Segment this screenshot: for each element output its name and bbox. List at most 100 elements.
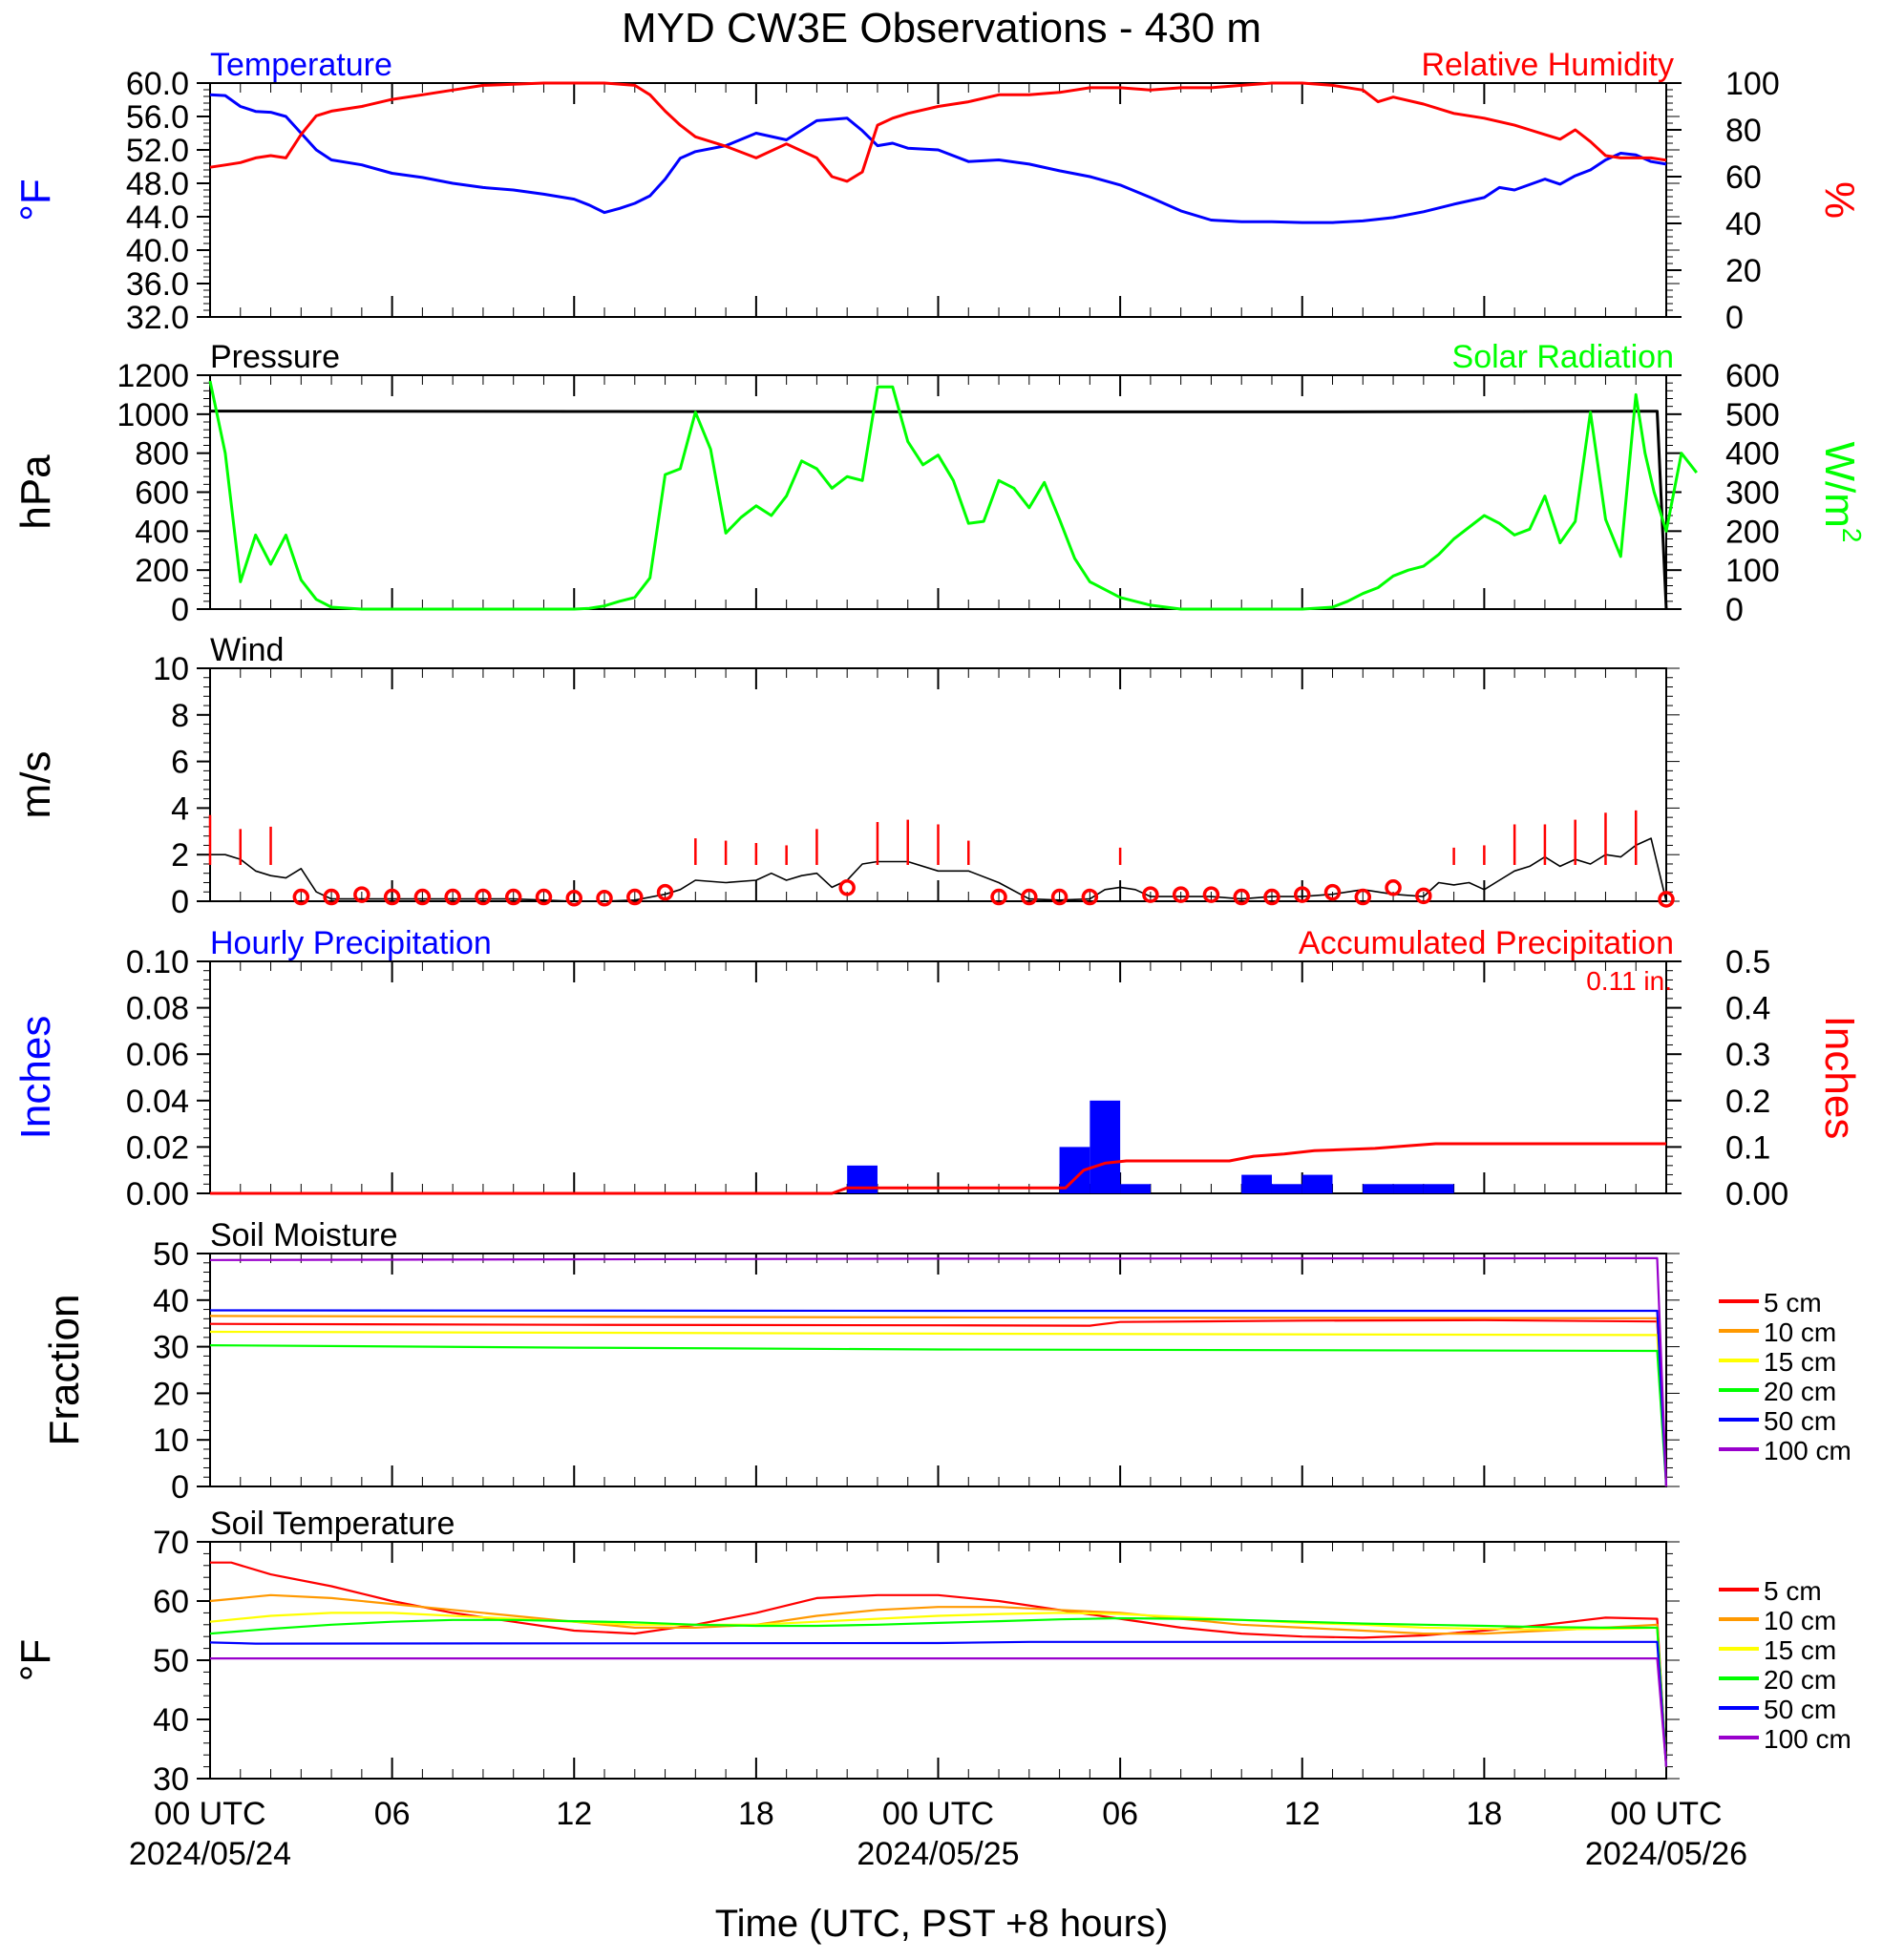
legend-label: 10 cm — [1764, 1317, 1836, 1347]
precip-bar — [1363, 1184, 1394, 1193]
y-left-tick-label: 10 — [153, 651, 189, 687]
y-left-tick-label: 6 — [171, 745, 189, 781]
y-left-label: Inches — [12, 1016, 59, 1140]
y-left-tick-label: 52.0 — [126, 133, 189, 169]
precip-bar — [1090, 1100, 1121, 1193]
legend-label: 50 cm — [1764, 1695, 1836, 1724]
y-left-tick-label: 56.0 — [126, 99, 189, 136]
series-line-20-cm — [209, 1344, 1668, 1487]
calm-marker — [1658, 891, 1675, 908]
series-line-solar-radiation — [208, 380, 1698, 611]
calm-marker — [565, 890, 582, 907]
calm-marker — [1172, 886, 1190, 903]
y-right-tick-label: 0.00 — [1725, 1176, 1788, 1212]
y-left-tick-label: 1200 — [116, 358, 189, 394]
legend-label: 20 cm — [1764, 1665, 1836, 1695]
y-right-tick-label: 60 — [1725, 159, 1762, 196]
panel-temp_rh: 32.036.040.044.048.052.056.060.0 0 20 40 60 8… — [12, 47, 1863, 336]
calm-marker — [1263, 888, 1280, 906]
y-left-tick-label: 50 — [153, 1643, 189, 1679]
series-line-100-cm — [210, 1657, 1668, 1767]
x-tick-label: 00 UTC — [882, 1796, 994, 1832]
panel-title-right: Solar Radiation — [1452, 339, 1674, 375]
y-right-tick-label: 0.1 — [1725, 1129, 1770, 1166]
y-left-tick-label: 60.0 — [126, 66, 189, 102]
precip-bar — [1301, 1174, 1333, 1193]
panel-pressure_solar: 0200400600800100012000100200300400500600… — [12, 339, 1867, 628]
series-line-5-cm — [209, 1318, 1668, 1487]
series-line-20-cm — [209, 1616, 1668, 1767]
y-right-tick-label: 80 — [1725, 113, 1762, 149]
x-tick-label: 12 — [556, 1796, 592, 1832]
calm-marker — [383, 888, 401, 906]
x-tick-label: 00 UTC — [154, 1796, 265, 1832]
y-right-tick-label: 40 — [1725, 206, 1762, 242]
y-left-tick-label: 0.06 — [126, 1037, 189, 1073]
precip-bar — [1271, 1184, 1302, 1193]
x-tick-date: 2024/05/25 — [857, 1836, 1019, 1872]
calm-marker — [413, 888, 432, 906]
calm-marker — [444, 888, 461, 906]
calm-marker — [1354, 888, 1372, 906]
calm-marker — [656, 883, 674, 901]
panel-title-left: Hourly Precipitation — [210, 925, 492, 961]
y-left-tick-label: 60 — [153, 1584, 189, 1620]
panel-title-left: Soil Moisture — [210, 1217, 398, 1254]
y-left-tick-label: 50 — [153, 1236, 189, 1273]
y-left-tick-label: 0 — [171, 884, 189, 920]
y-left-label: Fraction — [41, 1295, 88, 1446]
series-line-10-cm — [209, 1593, 1668, 1767]
calm-marker — [353, 886, 370, 903]
legend-label: 5 cm — [1764, 1576, 1822, 1606]
y-left-label: °F — [12, 1639, 59, 1681]
legend-label: 10 cm — [1764, 1606, 1836, 1635]
y-left-tick-label: 600 — [135, 475, 189, 512]
y-right-tick-label: 20 — [1725, 253, 1762, 289]
legend-label: 100 cm — [1764, 1436, 1851, 1465]
calm-marker — [1142, 886, 1159, 903]
y-left-tick-label: 20 — [153, 1376, 189, 1412]
panel-title-left: Pressure — [210, 339, 340, 375]
y-left-tick-label: 8 — [171, 698, 189, 734]
y-right-tick-label: 300 — [1725, 475, 1780, 512]
y-right-label: Inches — [1816, 1016, 1863, 1140]
y-right-label-text: Inches — [1816, 1016, 1863, 1140]
precip-bar — [1120, 1184, 1151, 1193]
y-right-tick-label: 0.2 — [1725, 1084, 1770, 1120]
series-line-15-cm — [209, 1612, 1668, 1767]
calm-marker — [1050, 888, 1068, 906]
calm-marker — [1233, 888, 1250, 906]
y-left-tick-label: 30 — [153, 1330, 189, 1366]
y-right-tick-label: 0.3 — [1725, 1037, 1770, 1073]
time-axis: 00 UTC 2024/05/24 06 12 18 00 UTC 2024/05/25 06… — [129, 1796, 1747, 1872]
legend-label: 5 cm — [1764, 1288, 1822, 1317]
y-right-tick-label: 100 — [1725, 553, 1780, 589]
x-tick-date: 2024/05/26 — [1585, 1836, 1747, 1872]
panel-wind: 0 2 4 6 8 10 Wind m/s — [12, 632, 1680, 920]
y-left-tick-label: 1000 — [116, 397, 189, 433]
calm-marker — [626, 888, 644, 906]
panels-group: 32.036.040.044.048.052.056.060.002040608… — [12, 47, 1867, 1798]
calm-marker — [535, 888, 553, 906]
panel-title-right: Accumulated Precipitation — [1299, 925, 1674, 961]
calm-marker — [1294, 886, 1311, 903]
panel-title-left: Soil Temperature — [210, 1506, 455, 1542]
panel-title-right: Relative Humidity — [1421, 47, 1674, 83]
calm-marker — [1081, 888, 1099, 906]
calm-marker — [323, 888, 340, 906]
legend-label: 15 cm — [1764, 1635, 1836, 1665]
legend-label: 50 cm — [1764, 1406, 1836, 1436]
series-line-pressure — [209, 410, 1668, 610]
precip-bar — [1241, 1174, 1272, 1193]
y-left-tick-label: 4 — [171, 790, 189, 827]
y-left-tick-label: 36.0 — [126, 266, 189, 303]
y-left-label: hPa — [12, 454, 59, 530]
series-line-100-cm — [209, 1256, 1668, 1487]
calm-marker — [1021, 888, 1038, 906]
y-left-tick-label: 0.08 — [126, 991, 189, 1027]
y-left-tick-label: 0 — [171, 1469, 189, 1506]
